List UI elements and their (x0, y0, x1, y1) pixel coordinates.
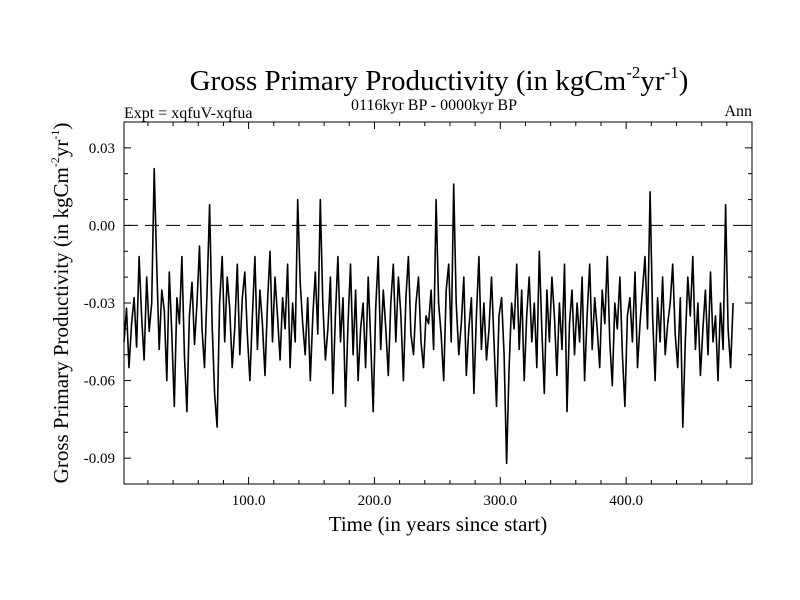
y-axis-label: Gross Primary Productivity (in kgCm-2yr-… (48, 123, 73, 484)
series-line-gpp (123, 167, 734, 465)
x-tick-label: 400.0 (609, 493, 643, 509)
x-axis: 100.0 200.0 300.0 400.0 (147, 122, 728, 509)
x-tick-label: 300.0 (483, 493, 517, 509)
y-tick-label: 0.03 (89, 141, 115, 157)
chart-subtitle: 0116kyr BP - 0000kyr BP (351, 97, 517, 114)
chart-title: Gross Primary Productivity (in kgCm-2yr-… (190, 63, 689, 97)
y-axis: 0.03 0.00 -0.03 -0.06 -0.09 (84, 121, 752, 467)
y-tick-label: 0.00 (89, 218, 115, 234)
season-label: Ann (724, 103, 752, 120)
x-tick-label: 100.0 (232, 493, 266, 509)
x-axis-label: Time (in years since start) (329, 512, 548, 536)
y-tick-label: -0.06 (84, 374, 116, 390)
y-tick-label: -0.03 (84, 296, 115, 312)
y-tick-label: -0.09 (84, 451, 115, 467)
experiment-label: Expt = xqfuV-xqfua (124, 105, 252, 122)
x-tick-label: 200.0 (358, 493, 392, 509)
